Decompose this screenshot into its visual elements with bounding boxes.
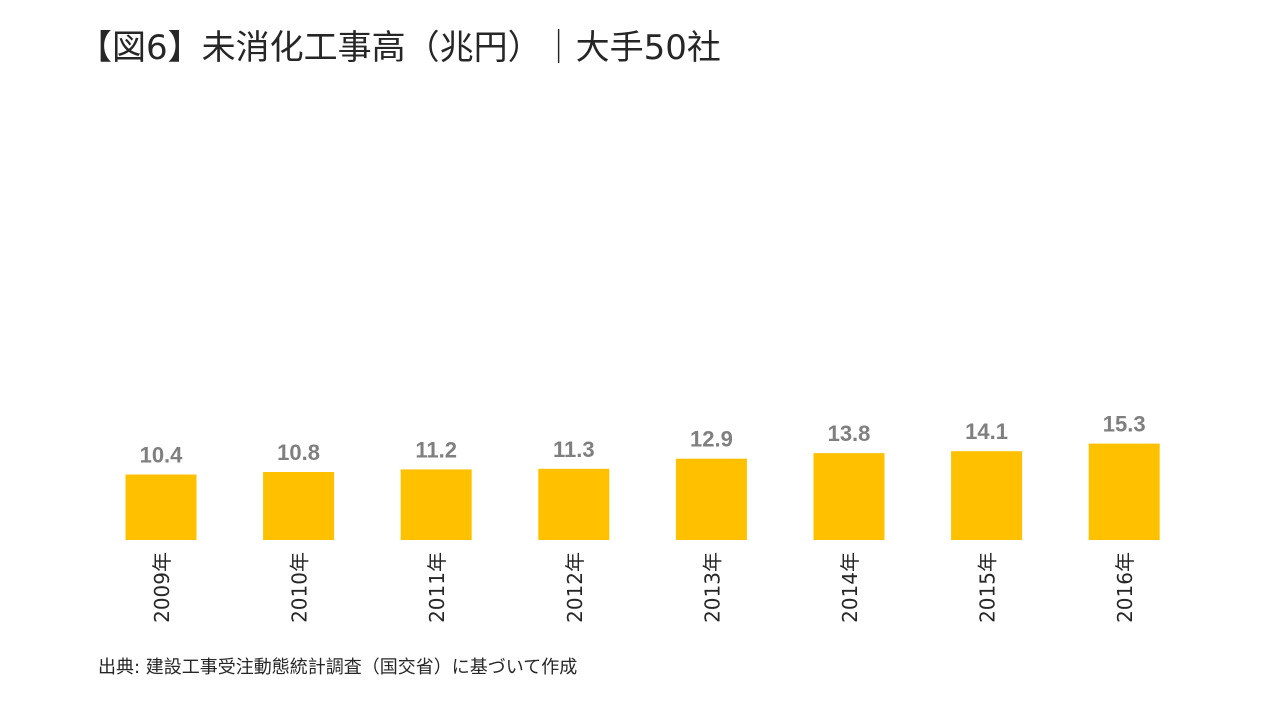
x-tick-label: 2016年 — [1113, 552, 1137, 623]
bar-2010年 — [263, 472, 335, 540]
x-tick-label: 2012年 — [563, 552, 587, 623]
x-tick-label: 2011年 — [425, 552, 449, 623]
x-tick-label: 2014年 — [838, 552, 862, 623]
data-label: 13.8 — [828, 421, 871, 446]
x-tick-label: 2009年 — [150, 552, 174, 623]
x-tick-label: 2015年 — [976, 552, 1000, 623]
chart-title: 【図6】未消化工事高（兆円）｜大手50社 — [78, 28, 721, 68]
data-label: 14.1 — [965, 419, 1008, 444]
data-label: 10.8 — [277, 440, 320, 465]
bar-2011年 — [400, 469, 472, 540]
data-label: 15.3 — [1103, 412, 1146, 437]
bar-2009年 — [125, 474, 197, 540]
bar-2016年 — [1088, 443, 1160, 540]
bar-2014年 — [813, 453, 885, 540]
data-label: 11.2 — [415, 437, 457, 462]
data-label: 12.9 — [690, 427, 733, 452]
x-tick-label: 2013年 — [700, 552, 724, 623]
data-label: 10.4 — [140, 443, 184, 468]
source-note: 出典: 建設工事受注動態統計調査（国交省）に基づいて作成 — [98, 657, 578, 678]
bar-2012年 — [538, 468, 610, 540]
bar-2013年 — [675, 458, 747, 540]
data-label: 11.3 — [553, 437, 595, 462]
bar-2015年 — [951, 451, 1023, 540]
x-tick-label: 2010年 — [288, 552, 312, 623]
